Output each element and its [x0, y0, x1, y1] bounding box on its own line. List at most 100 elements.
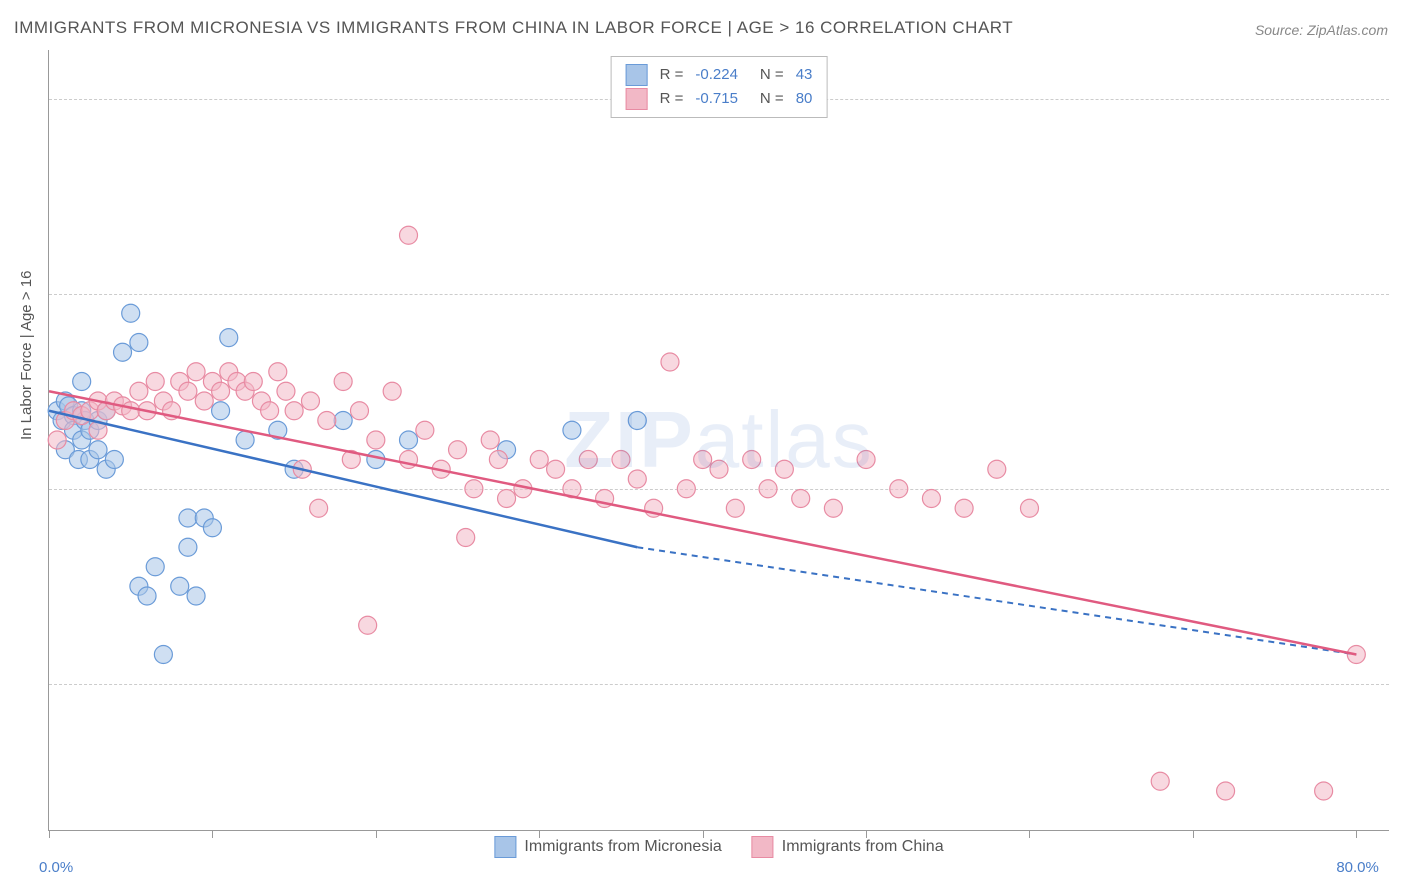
- data-point: [187, 587, 205, 605]
- data-point: [416, 421, 434, 439]
- x-tick: [1029, 830, 1030, 838]
- data-point: [824, 499, 842, 517]
- data-point: [857, 451, 875, 469]
- data-point: [792, 490, 810, 508]
- data-point: [955, 499, 973, 517]
- data-point: [383, 382, 401, 400]
- x-tick-label: 80.0%: [1336, 859, 1379, 876]
- data-point: [449, 441, 467, 459]
- x-tick: [1356, 830, 1357, 838]
- data-point: [195, 392, 213, 410]
- regression-line: [49, 411, 637, 548]
- data-point: [489, 451, 507, 469]
- x-tick: [1193, 830, 1194, 838]
- data-point: [350, 402, 368, 420]
- data-point: [212, 382, 230, 400]
- data-point: [105, 451, 123, 469]
- data-point: [1151, 772, 1169, 790]
- scatter-plot-svg: [49, 50, 1389, 830]
- stat-n-label: N =: [760, 87, 784, 111]
- data-point: [677, 480, 695, 498]
- data-point: [547, 460, 565, 478]
- data-point: [400, 226, 418, 244]
- data-point: [457, 529, 475, 547]
- chart-source: Source: ZipAtlas.com: [1255, 22, 1388, 38]
- data-point: [579, 451, 597, 469]
- data-point: [146, 373, 164, 391]
- y-axis-label: In Labor Force | Age > 16: [18, 271, 35, 440]
- data-point: [179, 382, 197, 400]
- data-point: [122, 304, 140, 322]
- chart-plot-area: ZIPatlas R = -0.224 N = 43 R = -0.715 N …: [48, 50, 1389, 831]
- data-point: [661, 353, 679, 371]
- data-point: [359, 616, 377, 634]
- x-tick: [376, 830, 377, 838]
- data-point: [775, 460, 793, 478]
- stat-r-china: -0.715: [695, 87, 738, 111]
- data-point: [465, 480, 483, 498]
- data-point: [187, 363, 205, 381]
- stat-n-micronesia: 43: [796, 63, 813, 87]
- data-point: [261, 402, 279, 420]
- data-point: [628, 412, 646, 430]
- legend-row-micronesia: R = -0.224 N = 43: [626, 63, 813, 87]
- data-point: [400, 431, 418, 449]
- data-point: [612, 451, 630, 469]
- data-point: [726, 499, 744, 517]
- data-point: [310, 499, 328, 517]
- data-point: [130, 382, 148, 400]
- stat-r-micronesia: -0.224: [695, 63, 738, 87]
- data-point: [48, 431, 66, 449]
- data-point: [171, 577, 189, 595]
- swatch-china: [752, 836, 774, 858]
- data-point: [122, 402, 140, 420]
- legend-item-micronesia: Immigrants from Micronesia: [494, 836, 721, 858]
- data-point: [367, 431, 385, 449]
- regression-line: [49, 391, 1356, 654]
- data-point: [130, 334, 148, 352]
- x-tick-label: 0.0%: [39, 859, 73, 876]
- data-point: [710, 460, 728, 478]
- data-point: [318, 412, 336, 430]
- stat-n-china: 80: [796, 87, 813, 111]
- data-point: [277, 382, 295, 400]
- swatch-micronesia: [626, 64, 648, 86]
- stat-r-label: R =: [660, 87, 684, 111]
- legend-row-china: R = -0.715 N = 80: [626, 87, 813, 111]
- legend-label: Immigrants from China: [782, 838, 944, 856]
- data-point: [236, 431, 254, 449]
- data-point: [244, 373, 262, 391]
- data-point: [759, 480, 777, 498]
- data-point: [563, 421, 581, 439]
- data-point: [1217, 782, 1235, 800]
- data-point: [988, 460, 1006, 478]
- data-point: [743, 451, 761, 469]
- data-point: [301, 392, 319, 410]
- legend-series: Immigrants from Micronesia Immigrants fr…: [494, 836, 943, 858]
- data-point: [334, 412, 352, 430]
- data-point: [154, 646, 172, 664]
- legend-item-china: Immigrants from China: [752, 836, 944, 858]
- data-point: [922, 490, 940, 508]
- data-point: [138, 587, 156, 605]
- data-point: [179, 538, 197, 556]
- data-point: [694, 451, 712, 469]
- data-point: [1020, 499, 1038, 517]
- x-tick: [49, 830, 50, 838]
- data-point: [179, 509, 197, 527]
- data-point: [334, 373, 352, 391]
- regression-line-extrapolated: [637, 547, 1356, 654]
- data-point: [530, 451, 548, 469]
- data-point: [89, 441, 107, 459]
- swatch-china: [626, 88, 648, 110]
- data-point: [73, 373, 91, 391]
- stat-r-label: R =: [660, 63, 684, 87]
- swatch-micronesia: [494, 836, 516, 858]
- data-point: [212, 402, 230, 420]
- x-tick: [212, 830, 213, 838]
- chart-title: IMMIGRANTS FROM MICRONESIA VS IMMIGRANTS…: [14, 18, 1013, 38]
- stat-n-label: N =: [760, 63, 784, 87]
- data-point: [1315, 782, 1333, 800]
- data-point: [890, 480, 908, 498]
- data-point: [203, 519, 221, 537]
